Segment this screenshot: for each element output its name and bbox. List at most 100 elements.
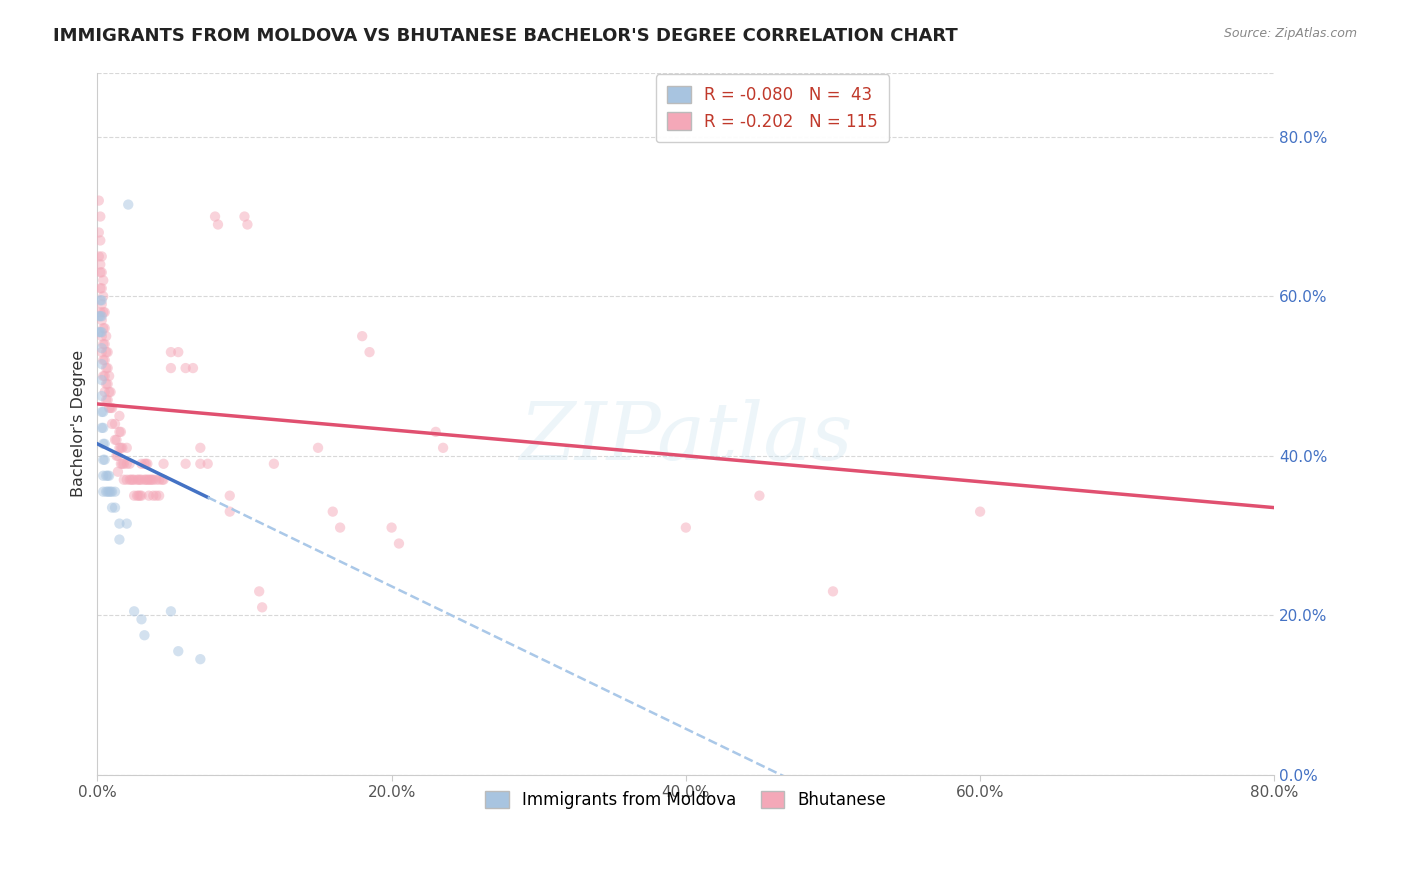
Point bbox=[100, 484, 122, 499]
Point bbox=[129, 489, 152, 503]
Point bbox=[125, 489, 148, 503]
Point bbox=[134, 457, 156, 471]
Point bbox=[89, 305, 111, 319]
Point bbox=[675, 520, 697, 534]
Point bbox=[90, 389, 112, 403]
Point bbox=[91, 337, 114, 351]
Point bbox=[110, 441, 132, 455]
Point bbox=[98, 484, 121, 499]
Point bbox=[236, 218, 259, 232]
Point bbox=[188, 441, 211, 455]
Y-axis label: Bachelor's Degree: Bachelor's Degree bbox=[72, 351, 86, 498]
Point bbox=[93, 369, 115, 384]
Point bbox=[122, 473, 145, 487]
Point bbox=[167, 345, 190, 359]
Point bbox=[93, 337, 115, 351]
Point bbox=[107, 449, 129, 463]
Point bbox=[112, 457, 135, 471]
Point bbox=[96, 484, 118, 499]
Point bbox=[89, 210, 111, 224]
Point bbox=[96, 361, 118, 376]
Point bbox=[160, 604, 183, 618]
Point bbox=[134, 473, 156, 487]
Point bbox=[98, 384, 121, 399]
Point bbox=[108, 425, 131, 439]
Point bbox=[90, 329, 112, 343]
Point bbox=[91, 289, 114, 303]
Point bbox=[93, 353, 115, 368]
Point bbox=[174, 361, 197, 376]
Point bbox=[97, 377, 120, 392]
Point bbox=[104, 500, 127, 515]
Point bbox=[96, 377, 118, 392]
Point bbox=[136, 473, 159, 487]
Text: ZIPatlas: ZIPatlas bbox=[519, 400, 852, 476]
Point bbox=[98, 369, 121, 384]
Point bbox=[96, 345, 118, 359]
Point bbox=[207, 218, 229, 232]
Point bbox=[91, 305, 114, 319]
Point bbox=[91, 273, 114, 287]
Point bbox=[93, 437, 115, 451]
Point bbox=[90, 325, 112, 339]
Point bbox=[141, 473, 163, 487]
Point bbox=[111, 441, 134, 455]
Point bbox=[233, 210, 256, 224]
Point bbox=[90, 373, 112, 387]
Point bbox=[91, 321, 114, 335]
Point bbox=[90, 313, 112, 327]
Point bbox=[821, 584, 844, 599]
Point bbox=[100, 401, 122, 415]
Point bbox=[329, 520, 352, 534]
Point bbox=[134, 628, 156, 642]
Point bbox=[142, 473, 165, 487]
Point bbox=[93, 384, 115, 399]
Point bbox=[98, 401, 121, 415]
Text: Source: ZipAtlas.com: Source: ZipAtlas.com bbox=[1223, 27, 1357, 40]
Point bbox=[89, 325, 111, 339]
Point bbox=[136, 457, 159, 471]
Point bbox=[90, 281, 112, 295]
Point bbox=[112, 473, 135, 487]
Point bbox=[160, 345, 183, 359]
Point bbox=[145, 489, 167, 503]
Point bbox=[218, 505, 240, 519]
Point bbox=[105, 433, 128, 447]
Point bbox=[97, 484, 120, 499]
Point bbox=[90, 421, 112, 435]
Point bbox=[110, 457, 132, 471]
Point bbox=[90, 405, 112, 419]
Point bbox=[181, 361, 204, 376]
Point bbox=[115, 473, 138, 487]
Point bbox=[748, 489, 770, 503]
Point bbox=[90, 297, 112, 311]
Point bbox=[101, 417, 124, 431]
Point bbox=[107, 465, 129, 479]
Point bbox=[115, 441, 138, 455]
Point bbox=[138, 489, 160, 503]
Point bbox=[93, 452, 115, 467]
Point bbox=[307, 441, 329, 455]
Point bbox=[131, 473, 153, 487]
Point bbox=[148, 473, 170, 487]
Point bbox=[152, 457, 174, 471]
Point bbox=[117, 197, 139, 211]
Point bbox=[115, 457, 138, 471]
Point bbox=[91, 421, 114, 435]
Point bbox=[89, 281, 111, 295]
Point bbox=[101, 401, 124, 415]
Point bbox=[90, 341, 112, 355]
Point bbox=[89, 265, 111, 279]
Point bbox=[96, 468, 118, 483]
Point bbox=[432, 441, 454, 455]
Point bbox=[108, 409, 131, 423]
Point bbox=[97, 392, 120, 407]
Point bbox=[152, 473, 174, 487]
Point bbox=[131, 612, 153, 626]
Point bbox=[128, 473, 150, 487]
Point bbox=[90, 249, 112, 263]
Point bbox=[425, 425, 447, 439]
Point bbox=[167, 644, 190, 658]
Point bbox=[135, 473, 157, 487]
Point bbox=[108, 441, 131, 455]
